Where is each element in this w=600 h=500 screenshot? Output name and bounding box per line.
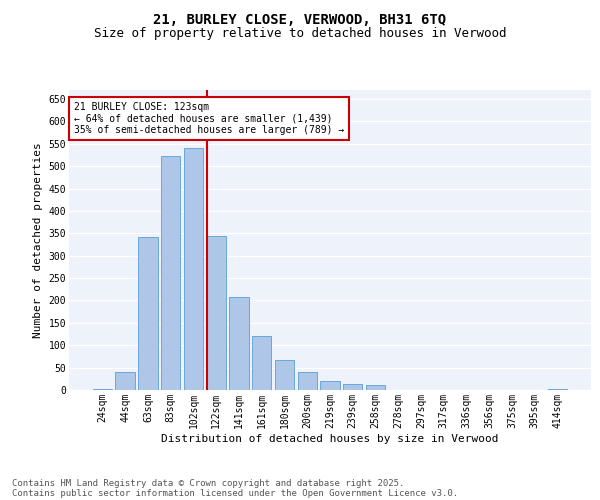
Bar — [115, 372, 135, 390]
Bar — [548, 389, 567, 390]
Bar — [252, 336, 271, 390]
Bar — [138, 238, 158, 390]
Y-axis label: Number of detached properties: Number of detached properties — [33, 142, 43, 338]
Bar — [298, 372, 317, 390]
Bar — [161, 156, 181, 390]
Text: 21 BURLEY CLOSE: 123sqm
← 64% of detached houses are smaller (1,439)
35% of semi: 21 BURLEY CLOSE: 123sqm ← 64% of detache… — [74, 102, 344, 135]
Bar — [206, 236, 226, 390]
X-axis label: Distribution of detached houses by size in Verwood: Distribution of detached houses by size … — [161, 434, 499, 444]
Bar — [343, 384, 362, 390]
Text: Contains HM Land Registry data © Crown copyright and database right 2025.: Contains HM Land Registry data © Crown c… — [12, 478, 404, 488]
Bar — [275, 360, 294, 390]
Bar — [366, 384, 385, 390]
Bar — [93, 389, 112, 390]
Bar — [320, 381, 340, 390]
Text: Contains public sector information licensed under the Open Government Licence v3: Contains public sector information licen… — [12, 488, 458, 498]
Bar — [184, 148, 203, 390]
Bar — [229, 298, 248, 390]
Text: 21, BURLEY CLOSE, VERWOOD, BH31 6TQ: 21, BURLEY CLOSE, VERWOOD, BH31 6TQ — [154, 12, 446, 26]
Text: Size of property relative to detached houses in Verwood: Size of property relative to detached ho… — [94, 28, 506, 40]
